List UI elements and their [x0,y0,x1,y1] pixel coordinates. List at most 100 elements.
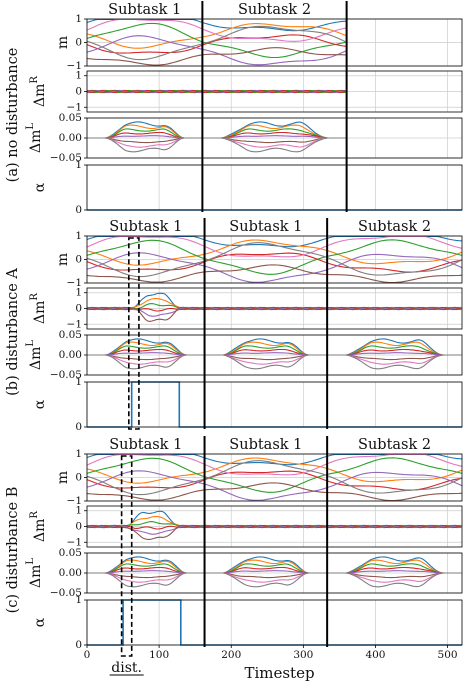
panel-frame [86,381,463,428]
subtask-title-2: Subtask 1 [229,219,302,235]
y-axis-label: α [32,617,48,627]
series-line [87,348,462,356]
series-line [87,137,347,153]
y-tick-label: 0 [75,37,82,49]
series-line [86,34,347,54]
alpha-line [87,381,462,428]
x-tick-label: 400 [365,649,385,661]
subtask-title-1: Subtask 1 [109,219,182,235]
y-tick-label: 0.00 [59,567,82,579]
series-line [86,252,463,283]
dist-annotation: dist. [111,660,142,676]
disturbance-window [128,237,140,430]
series-line [86,18,347,32]
series-line [86,453,463,476]
series-line [86,524,462,540]
group-1: (a) no disturbance Subtask 1 Subtask 2 1 0 −1… [5,1,463,216]
y-tick-label: 0.05 [59,112,82,124]
y-axis-label: ΔmL [25,123,45,153]
series-line [87,137,347,148]
x-tick-label: 0 [84,649,91,661]
series-line [86,306,462,312]
series-line [87,570,462,574]
y-axis-label: α [32,399,48,409]
disturbance-window [120,455,133,657]
panel-m: 1 0 −1 m [55,448,463,507]
y-tick-label: 0 [75,521,82,533]
series-line [86,482,463,502]
y-axis-label: ΔmR [29,76,49,107]
y-tick-label: −1 [67,101,82,113]
y-axis-label: ΔmR [29,511,49,542]
series-line [87,338,462,356]
y-tick-label: 0 [75,421,82,433]
group-2: (b) disturbance A Subtask 1 Subtask 1 Subta… [5,218,463,433]
series-line [87,572,462,579]
panel-dmL: 0.05 0.00 −0.05 ΔmL [25,329,463,381]
panel-dmR: 1 0 −1 ΔmR [29,505,463,548]
series-line [86,235,463,258]
x-tick-label: 100 [149,649,169,661]
y-tick-label: −1 [67,318,82,330]
y-axis-label: ΔmR [29,293,49,324]
panel-frame [86,599,463,646]
y-tick-label: 1 [75,594,82,606]
series-line [87,354,462,370]
y-tick-label: 0 [75,204,82,216]
y-tick-label: 1 [75,13,82,25]
series-line [87,556,462,574]
y-tick-label: 0.05 [59,547,82,559]
panel-m: 1 0 −1 m [55,230,463,289]
series-line [87,354,462,365]
y-tick-label: 1 [75,287,82,299]
y-axis-label: ΔmL [25,340,45,370]
y-tick-label: −1 [67,495,82,507]
x-axis-label: Timestep [244,664,314,681]
series-line [87,354,462,361]
y-tick-label: −1 [67,277,82,289]
y-tick-label: 0 [75,254,82,266]
series-line [86,22,347,59]
series-line [86,460,463,496]
y-tick-label: 0.00 [59,349,82,361]
group-label: (a) no disturbance [5,48,21,183]
y-tick-label: 1 [75,505,82,517]
series-line [86,89,347,94]
series-line [87,563,462,574]
subtask-title-2: Subtask 2 [238,2,311,18]
series-line [86,524,462,530]
subtask-title-1: Subtask 1 [109,437,182,453]
series-line [87,131,347,139]
y-tick-label: −1 [67,536,82,548]
series-line [86,470,463,501]
series-line [87,341,462,356]
x-tick-label: 500 [438,649,458,661]
series-line [86,242,463,278]
series-line [87,572,462,588]
panel-dmR: 1 0 −1 ΔmR [29,287,463,330]
panel-dmL: 0.05 0.00 −0.05 ΔmL [25,547,463,599]
group-3: (c) disturbance B Subtask 1 Subtask 1 Subta… [5,436,463,657]
y-tick-label: −0.05 [50,587,82,599]
y-axis-label: ΔmL [25,558,45,588]
series-line [86,25,347,61]
series-line [87,566,462,574]
series-line [86,264,463,284]
y-tick-label: −1 [67,60,82,72]
y-tick-label: 1 [75,376,82,388]
series-line [87,572,462,583]
y-axis-label: m [55,36,71,49]
panel-alpha: 1 0 α [32,594,463,651]
series-line [87,345,462,356]
series-line [86,470,463,491]
y-axis-label: α [32,182,48,192]
series-line [86,306,462,322]
x-tick-label: 200 [221,649,241,661]
y-tick-label: 0 [75,639,82,651]
y-tick-label: 1 [75,448,82,460]
x-tick-label: 300 [293,649,313,661]
series-line [86,89,347,94]
series-line [86,252,463,273]
subtask-title-1: Subtask 1 [108,2,181,18]
